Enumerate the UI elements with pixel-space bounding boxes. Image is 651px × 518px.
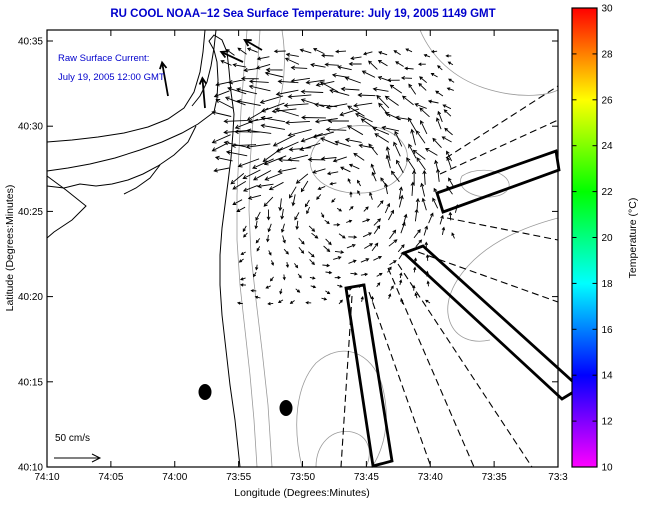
figure-title: RU COOL NOAA−12 Sea Surface Temperature:… bbox=[110, 8, 495, 20]
y-tick-label: 40:35 bbox=[18, 37, 43, 48]
colorbar: 10 12 14 16 18 20 22 24 26 28 30 Temperature (°C) bbox=[571, 4, 639, 474]
bearing-line bbox=[368, 291, 432, 468]
strong-current-arrow bbox=[159, 60, 169, 97]
x-tick-label: 73:50 bbox=[290, 472, 315, 483]
bearing-line bbox=[397, 263, 533, 468]
colorbar-ticks: 10 12 14 16 18 20 22 24 26 28 30 bbox=[572, 4, 613, 474]
bay-south-shore bbox=[46, 111, 215, 172]
strong-current-arrows bbox=[159, 39, 263, 109]
colorbar-tick-label: 24 bbox=[602, 141, 614, 152]
colorbar-tick-label: 14 bbox=[602, 371, 614, 382]
bearing-line bbox=[446, 217, 559, 241]
coastline-main bbox=[219, 113, 241, 468]
strong-current-arrow bbox=[219, 50, 244, 63]
station-markers bbox=[198, 384, 293, 416]
colorbar-tick-label: 12 bbox=[602, 417, 614, 428]
inlet-line bbox=[123, 164, 161, 195]
station-dot bbox=[279, 400, 293, 416]
y-tick-label: 40:10 bbox=[18, 463, 43, 474]
contour-line bbox=[447, 217, 559, 342]
strong-current-arrow bbox=[243, 39, 263, 51]
y-tick-label: 40:15 bbox=[18, 377, 43, 388]
y-axis-label: Latitude (Degrees:Minutes) bbox=[4, 185, 16, 312]
raritan-river bbox=[46, 175, 87, 239]
bearing-line bbox=[387, 267, 475, 468]
x-tick-label: 73:35 bbox=[482, 472, 507, 483]
current-vector-arrows bbox=[211, 47, 459, 306]
strong-current-arrow bbox=[198, 76, 208, 109]
contour-line bbox=[315, 430, 370, 468]
channel-line bbox=[191, 29, 217, 107]
scale-label: 50 cm/s bbox=[55, 433, 90, 444]
x-tick-label: 73:45 bbox=[354, 472, 379, 483]
colorbar-tick-label: 26 bbox=[602, 95, 614, 106]
survey-polygon bbox=[344, 283, 394, 468]
station-dot bbox=[198, 384, 212, 400]
colorbar-tick-label: 30 bbox=[602, 4, 614, 15]
scale-arrow-head bbox=[91, 453, 102, 463]
x-axis-label: Longitude (Degrees:Minutes) bbox=[234, 487, 369, 499]
y-tick-label: 40:30 bbox=[18, 122, 43, 133]
colorbar-tick-label: 16 bbox=[602, 325, 614, 336]
colorbar-label: Temperature (°C) bbox=[627, 198, 639, 279]
bearing-line bbox=[445, 85, 559, 159]
colorbar-tick-label: 22 bbox=[602, 187, 614, 198]
survey-polygon bbox=[435, 149, 561, 214]
contour-line bbox=[248, 29, 273, 468]
contour-line bbox=[296, 350, 387, 468]
current-datetime-label: July 19, 2005 12:00 GMT bbox=[58, 72, 165, 83]
colorbar-tick-label: 20 bbox=[602, 233, 614, 244]
plot-area bbox=[47, 30, 558, 467]
current-vectors bbox=[211, 47, 459, 306]
raw-surface-current-label: Raw Surface Current: bbox=[58, 53, 149, 64]
colorbar-tick-label: 28 bbox=[602, 49, 614, 60]
colorbar-tick-label: 18 bbox=[602, 279, 614, 290]
y-axis-ticks: 40:10 40:15 40:20 40:25 40:30 40:35 bbox=[18, 37, 558, 474]
x-tick-label: 73:40 bbox=[418, 472, 443, 483]
bearing-line bbox=[417, 251, 559, 303]
x-tick-label: 74:00 bbox=[162, 472, 187, 483]
y-tick-label: 40:25 bbox=[18, 207, 43, 218]
x-tick-label: 73:3 bbox=[548, 472, 568, 483]
colorbar-tick-label: 10 bbox=[602, 463, 614, 474]
contour-line bbox=[236, 29, 258, 468]
x-tick-label: 74:05 bbox=[98, 472, 123, 483]
contour-line bbox=[460, 169, 510, 198]
river-shore bbox=[46, 125, 197, 189]
x-tick-label: 74:10 bbox=[34, 472, 59, 483]
bathymetry-contours bbox=[236, 29, 559, 468]
x-axis-ticks: 74:10 74:05 74:00 73:55 73:50 73:45 73:40 73:35… bbox=[34, 30, 568, 483]
scale-arrow: 50 cm/s bbox=[54, 433, 102, 463]
x-tick-label: 73:55 bbox=[226, 472, 251, 483]
bay-north-shore bbox=[46, 29, 206, 143]
y-tick-label: 40:20 bbox=[18, 292, 43, 303]
